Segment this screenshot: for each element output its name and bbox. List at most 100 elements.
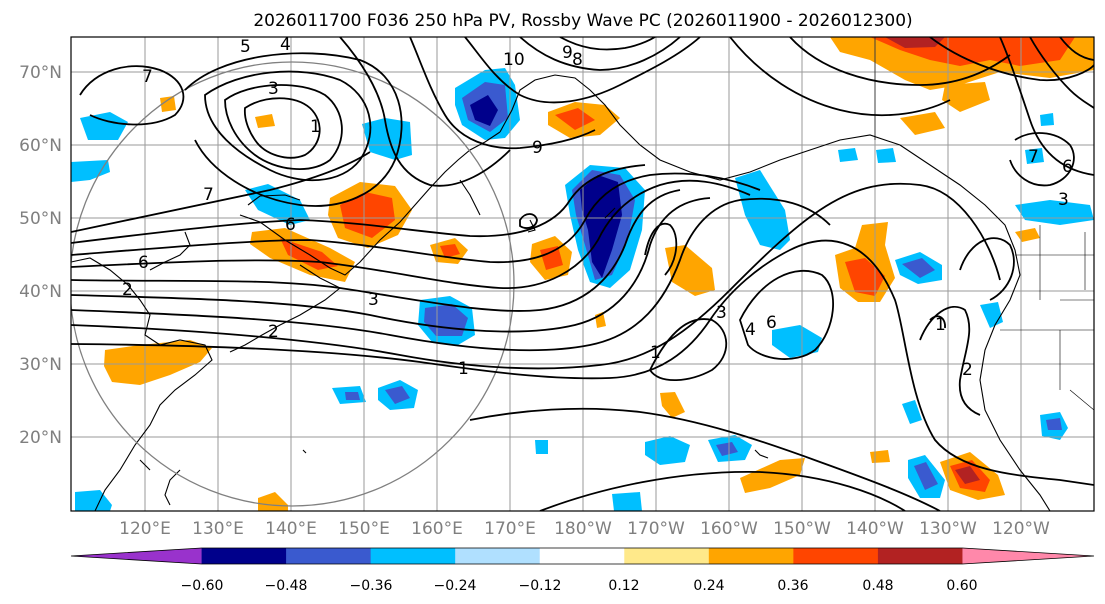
- anomaly-negative-area: [71, 160, 110, 182]
- lat-label: 70°N: [19, 63, 62, 83]
- colorbar-cell: [286, 548, 372, 564]
- contour-label: 3: [368, 290, 379, 310]
- lon-label: 180°W: [554, 519, 612, 539]
- contour-label: 2: [962, 360, 973, 380]
- colorbar-tick-label: −0.48: [265, 578, 308, 594]
- contour-labels: 7 3 1 5 4 10 9 8 7 9 6 6 2 2 3 1 3 4 6 1: [122, 35, 1073, 380]
- contour-label: 3: [716, 303, 727, 323]
- lat-label: 50°N: [19, 209, 62, 229]
- lon-label: 120°W: [992, 519, 1050, 539]
- anomaly-positive-area: [955, 466, 980, 484]
- anomaly-positive-area: [942, 82, 990, 112]
- anomaly-positive-area: [555, 108, 595, 130]
- lat-label: 30°N: [19, 355, 62, 375]
- contour-label: 1: [310, 117, 321, 137]
- lon-label: 160°E: [411, 519, 463, 539]
- contour-label: 9: [562, 43, 573, 63]
- contour-label: 9: [532, 138, 543, 158]
- anomaly-negative-area: [1040, 113, 1054, 126]
- latitude-labels: 70°N 60°N 50°N 40°N 30°N 20°N: [19, 63, 62, 448]
- anomaly-negative-area: [612, 492, 642, 511]
- colorbar-cell: [455, 548, 541, 564]
- colorbar-outline: [70, 547, 1095, 565]
- contour-label: 3: [1058, 190, 1069, 210]
- contour-label: 6: [1062, 157, 1073, 177]
- colorbar-tick-label: 0.24: [693, 578, 724, 594]
- anomaly-positive-area: [885, 37, 945, 48]
- anomaly-negative-area: [470, 95, 498, 126]
- lon-label: 140°W: [846, 519, 904, 539]
- anomaly-positive-area: [440, 244, 460, 258]
- anomaly-positive-area: [870, 450, 890, 463]
- contour-label: 7: [203, 185, 214, 205]
- colorbar-extend-high: [962, 548, 1094, 564]
- anomaly-negative-area: [914, 462, 938, 490]
- contour-label: 6: [766, 313, 777, 333]
- lon-label: 150°W: [773, 519, 831, 539]
- anomaly-negative-area: [580, 175, 622, 278]
- contour-label: 7: [142, 67, 153, 87]
- borders: [874, 37, 1094, 411]
- anomaly-negative-area: [1015, 200, 1094, 225]
- longitude-labels: 120°E 130°E 140°E 150°E 160°E 170°E 180°…: [119, 519, 1050, 539]
- anomaly-negative-area: [362, 118, 412, 160]
- anomaly-negative-area: [345, 392, 360, 400]
- figure-title: 2026011700 F036 250 hPa PV, Rossby Wave …: [253, 11, 912, 31]
- anomaly-positive-area: [104, 340, 212, 385]
- colorbar-tick-label: −0.60: [181, 578, 224, 594]
- colorbar-cells: [70, 547, 1095, 565]
- contour-label: 3: [268, 79, 279, 99]
- anomaly-negative-area: [716, 442, 738, 456]
- map-frame: [70, 36, 1095, 512]
- anomaly-positive-area: [160, 96, 176, 112]
- map-panel: 7 3 1 5 4 10 9 8 7 9 6 6 2 2 3 1 3 4 6 1: [70, 35, 1095, 512]
- colorbar-tick-labels: −0.60 −0.48 −0.36 −0.24 −0.12 0.12 0.24 …: [181, 578, 978, 594]
- contour-label: 1: [935, 315, 946, 335]
- anomaly-positive-area: [900, 112, 945, 135]
- pv-contours: [71, 37, 1094, 511]
- colorbar-cell: [877, 548, 963, 564]
- contour-label: 2: [268, 322, 279, 342]
- anomaly-negative-area: [80, 112, 128, 140]
- contour-label: 4: [745, 320, 756, 340]
- anomaly-negative-area: [902, 258, 935, 278]
- contour-label: 5: [240, 37, 251, 57]
- colorbar-tick-label: −0.24: [434, 578, 477, 594]
- lon-label: 130°E: [192, 519, 244, 539]
- contour-label: 6: [138, 253, 149, 273]
- colorbar-cell: [201, 548, 287, 564]
- colorbar-extend-low: [71, 548, 202, 564]
- colorbar-tick-label: −0.36: [350, 578, 393, 594]
- contour-label: 10: [503, 50, 525, 70]
- lat-label: 40°N: [19, 282, 62, 302]
- lat-label: 20°N: [19, 428, 62, 448]
- anomaly-negative-area: [902, 400, 922, 424]
- anomaly-negative-area: [1025, 148, 1044, 164]
- anomaly-negative-area: [838, 148, 858, 162]
- contour-label: 6: [285, 215, 296, 235]
- lon-label: 140°E: [265, 519, 317, 539]
- lon-label: 170°E: [484, 519, 536, 539]
- contour-label: 8: [572, 50, 583, 70]
- colorbar-tick-label: 0.12: [608, 578, 639, 594]
- colorbar-tick-label: −0.12: [519, 578, 562, 594]
- lon-label: 130°W: [919, 519, 977, 539]
- colorbar-cell: [624, 548, 710, 564]
- lon-label: 170°W: [627, 519, 685, 539]
- colorbar-cell: [708, 548, 794, 564]
- anomaly-positive-area: [660, 392, 685, 418]
- colorbar-tick-label: 0.60: [946, 578, 977, 594]
- anomaly-positive-area: [255, 114, 275, 128]
- lon-label: 160°W: [700, 519, 758, 539]
- anomaly-positive-area: [740, 458, 805, 493]
- anomaly-positive-area: [540, 246, 563, 270]
- lat-label: 60°N: [19, 136, 62, 156]
- contour-label: 4: [280, 35, 291, 55]
- anomaly-negative-area: [1046, 418, 1062, 430]
- colorbar-cell: [793, 548, 879, 564]
- colorbar-tick-label: 0.36: [777, 578, 808, 594]
- coastlines: [71, 74, 1051, 511]
- colorbar-cell: [370, 548, 456, 564]
- lon-label: 150°E: [338, 519, 390, 539]
